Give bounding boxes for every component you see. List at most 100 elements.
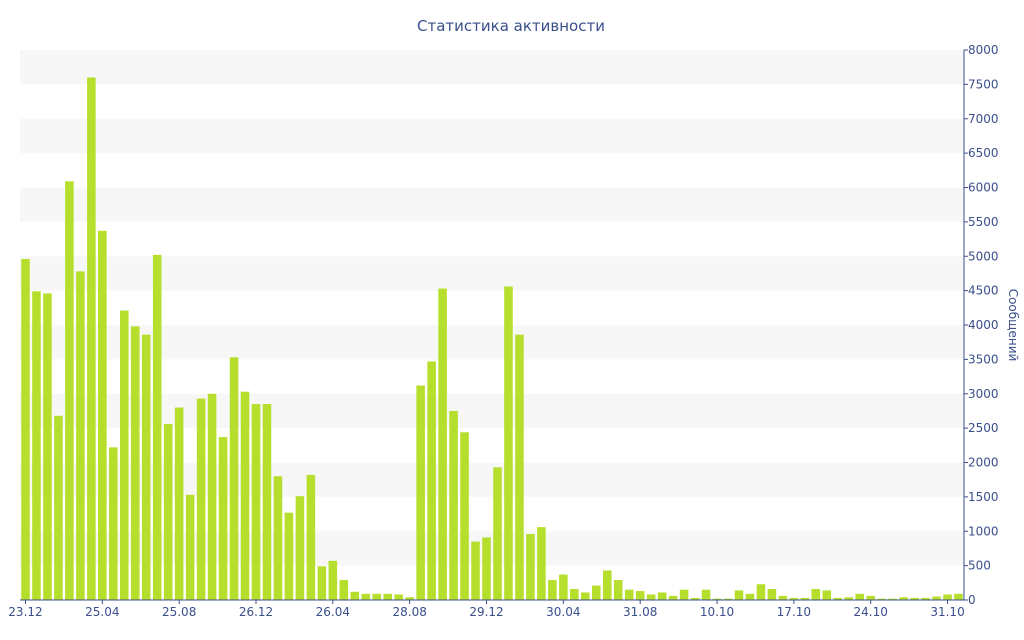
bar xyxy=(394,594,403,600)
chart-title: Статистика активности xyxy=(417,17,605,35)
y-tick-label: 1000 xyxy=(968,524,999,538)
bar xyxy=(54,415,63,600)
bar xyxy=(581,592,590,600)
y-tick-label: 4500 xyxy=(968,284,999,298)
grid-band xyxy=(20,462,964,497)
bar xyxy=(679,589,689,600)
y-tick-label: 500 xyxy=(968,559,991,573)
bar xyxy=(921,597,930,600)
bar xyxy=(240,391,250,600)
bar xyxy=(284,512,294,600)
bar xyxy=(954,593,963,600)
bar xyxy=(734,590,744,601)
bar xyxy=(745,593,755,600)
bar xyxy=(888,598,897,601)
y-tick-label: 2500 xyxy=(968,421,999,435)
bar xyxy=(416,385,425,600)
y-tick-label: 2000 xyxy=(968,456,999,470)
bar xyxy=(262,404,272,600)
bar xyxy=(602,570,612,600)
bar xyxy=(339,580,349,600)
bar xyxy=(196,398,206,600)
bar xyxy=(405,597,414,600)
x-tick-label: 25.08 xyxy=(162,605,196,619)
bar xyxy=(844,597,854,600)
grid-band xyxy=(20,325,964,360)
bar xyxy=(361,593,371,600)
bar xyxy=(493,467,502,600)
bar xyxy=(515,334,524,601)
bar xyxy=(559,574,568,600)
bar xyxy=(800,597,810,600)
bar xyxy=(21,259,30,600)
bar xyxy=(295,496,305,600)
bar xyxy=(646,594,656,600)
bar xyxy=(383,593,392,600)
bar xyxy=(229,357,239,600)
grid-band xyxy=(20,393,964,429)
y-tick-label: 6000 xyxy=(968,181,999,195)
y-tick-label: 1500 xyxy=(968,490,999,504)
x-tick-label: 31.10 xyxy=(930,605,964,619)
bar xyxy=(613,580,623,600)
bar xyxy=(690,597,700,600)
bar xyxy=(504,286,513,600)
bar xyxy=(833,597,843,600)
bar xyxy=(592,585,601,600)
grid-band xyxy=(20,118,964,154)
bar xyxy=(789,597,799,600)
y-tick-label: 6500 xyxy=(968,146,999,160)
bar xyxy=(174,407,184,600)
bar xyxy=(350,591,360,600)
x-tick-label: 28.08 xyxy=(392,605,426,619)
bar xyxy=(120,310,129,600)
bar xyxy=(32,291,41,600)
y-tick-label: 3500 xyxy=(968,352,999,366)
bar-series xyxy=(21,77,963,601)
grid-band xyxy=(20,50,964,85)
bar xyxy=(141,334,151,601)
bar xyxy=(218,437,228,600)
y-tick-label: 0 xyxy=(968,593,976,607)
bar xyxy=(328,560,338,600)
y-tick-label: 7000 xyxy=(968,112,999,126)
bar xyxy=(482,537,491,600)
bar xyxy=(130,326,140,601)
bar xyxy=(152,254,162,600)
bar xyxy=(537,527,546,601)
grid-bands xyxy=(20,50,964,566)
bar xyxy=(657,592,667,600)
x-tick-label: 10.10 xyxy=(700,605,734,619)
y-tick-label: 5000 xyxy=(968,249,999,263)
bar xyxy=(635,591,645,600)
bar xyxy=(526,534,535,600)
y-tick-label: 4000 xyxy=(968,318,999,332)
bar xyxy=(109,447,118,601)
bar xyxy=(668,595,678,601)
grid-band xyxy=(20,531,964,566)
grid-band xyxy=(20,256,964,291)
bar xyxy=(712,598,722,601)
y-tick-label: 5500 xyxy=(968,215,999,229)
bar xyxy=(471,541,480,600)
grid-band xyxy=(20,187,964,222)
bar xyxy=(372,593,382,600)
bar xyxy=(43,293,52,601)
x-tick-label: 29.12 xyxy=(469,605,503,619)
bar xyxy=(855,593,864,600)
bar xyxy=(87,77,96,600)
bar xyxy=(207,393,217,600)
y-axis-ticks: 0 500 1000 1500 2000 2500 3000 3500 4000 4500 5000… xyxy=(964,43,999,607)
y-tick-label: 3000 xyxy=(968,387,999,401)
x-axis-ticks: 23.12 25.04 25.08 26.12 26.04 28.08 29.12 30.04… xyxy=(8,600,965,619)
bar xyxy=(438,288,447,600)
y-tick-label: 7500 xyxy=(968,77,999,91)
bar xyxy=(449,410,458,600)
bar xyxy=(822,590,832,601)
bar xyxy=(910,597,919,600)
bar xyxy=(932,596,941,600)
bar xyxy=(723,598,733,601)
bar xyxy=(866,595,875,601)
x-tick-label: 26.12 xyxy=(239,605,273,619)
